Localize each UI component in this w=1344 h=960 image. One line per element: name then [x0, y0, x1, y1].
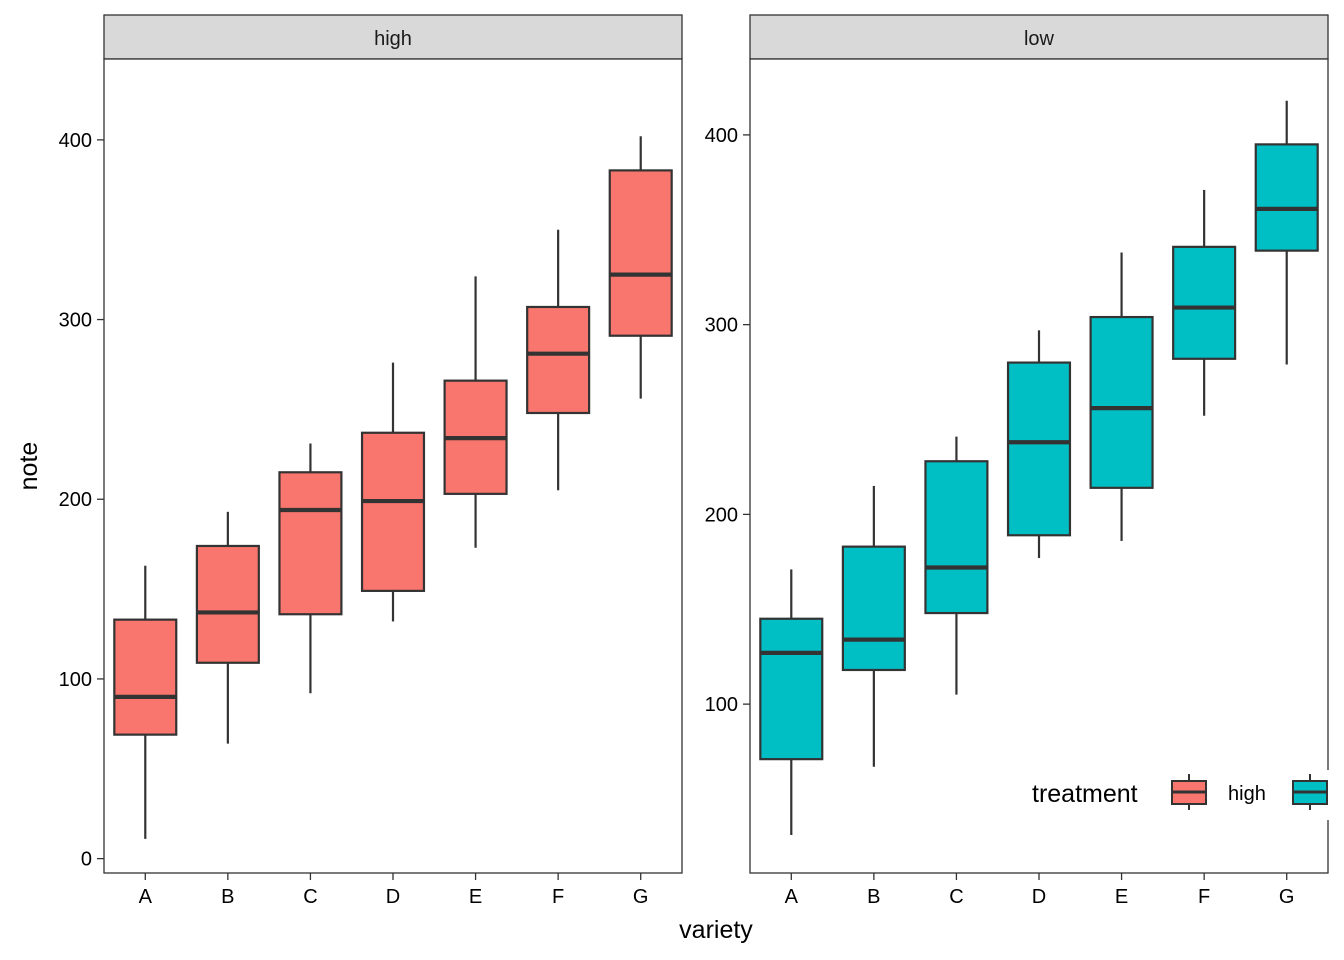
x-axis-ticks-high: A B C D E F G [139, 873, 649, 908]
box-body-high-A [113, 618, 178, 736]
legend: treatment high low [1028, 770, 1344, 820]
x-tick-label-high-C: C [303, 886, 317, 908]
x-tick-label-low-E: E [1115, 886, 1128, 908]
legend-title: treatment [1032, 780, 1138, 808]
box-low-C [924, 436, 989, 695]
y-tick-label-high-0: 0 [81, 849, 92, 871]
legend-key-low: low [1292, 774, 1328, 810]
x-tick-label-low-G: G [1279, 886, 1295, 908]
box-body-high-D [360, 431, 426, 592]
x-tick-label-low-F: F [1198, 886, 1210, 908]
box-body-high-G [608, 169, 673, 337]
box-low-B [841, 485, 906, 767]
box-body-low-E [1089, 315, 1154, 489]
box-body-low-B [841, 545, 906, 672]
y-axis-ticks-low: 100 200 300 400 [705, 125, 750, 716]
x-tick-label-high-D: D [386, 886, 400, 908]
x-tick-label-high-B: B [221, 886, 234, 908]
legend-key-high: high [1171, 774, 1266, 810]
x-tick-label-low-D: D [1032, 886, 1046, 908]
box-body-low-G [1254, 143, 1319, 252]
y-axis-title: note [15, 442, 43, 491]
box-high-D [360, 362, 426, 622]
strip-label-high: high [374, 28, 412, 50]
box-body-high-F [526, 305, 591, 415]
box-high-E [443, 276, 508, 548]
boxes-high [113, 136, 673, 839]
x-axis-ticks-low: A B C D E F G [785, 873, 1295, 908]
y-axis-ticks-high: 0 100 200 300 400 [59, 130, 104, 871]
strip-background-low [749, 14, 1329, 60]
x-tick-label-high-F: F [552, 886, 564, 908]
x-axis-title: variety [679, 916, 753, 944]
box-body-high-C [278, 471, 343, 616]
y-tick-label-low-300: 300 [705, 315, 738, 337]
x-tick-label-high-A: A [139, 886, 153, 908]
strip-label-low: low [1024, 28, 1055, 50]
y-tick-label-high-400: 400 [59, 130, 92, 152]
box-high-B [195, 511, 260, 744]
y-tick-label-low-100: 100 [705, 694, 738, 716]
box-low-E [1089, 252, 1154, 541]
box-body-low-A [759, 617, 824, 761]
boxes-low [759, 100, 1319, 836]
x-tick-label-high-G: G [633, 886, 649, 908]
box-body-low-F [1172, 245, 1237, 360]
box-body-low-D [1006, 361, 1072, 537]
box-low-G [1254, 100, 1319, 365]
panel-high: high 0 100 200 300 400 A B C D E F G [59, 14, 683, 908]
panel-low: low 100 200 300 400 A B C D E F G [705, 14, 1329, 908]
y-tick-label-high-200: 200 [59, 489, 92, 511]
box-high-A [113, 565, 178, 839]
x-tick-label-low-A: A [785, 886, 799, 908]
box-low-D [1006, 330, 1072, 559]
box-high-G [608, 136, 673, 399]
box-low-A [759, 569, 824, 836]
box-high-F [526, 229, 591, 491]
box-low-F [1172, 189, 1237, 416]
y-tick-label-high-100: 100 [59, 669, 92, 691]
legend-keys: high low [1171, 774, 1328, 810]
x-tick-label-low-C: C [949, 886, 963, 908]
strip-background-high [103, 14, 683, 60]
box-body-low-C [924, 460, 989, 615]
y-tick-label-high-300: 300 [59, 310, 92, 332]
box-body-high-B [195, 544, 260, 664]
x-tick-label-high-E: E [469, 886, 482, 908]
x-tick-label-low-B: B [867, 886, 880, 908]
y-tick-label-low-200: 200 [705, 504, 738, 526]
legend-label-high: high [1228, 783, 1266, 805]
box-high-C [278, 443, 343, 694]
y-tick-label-low-400: 400 [705, 125, 738, 147]
